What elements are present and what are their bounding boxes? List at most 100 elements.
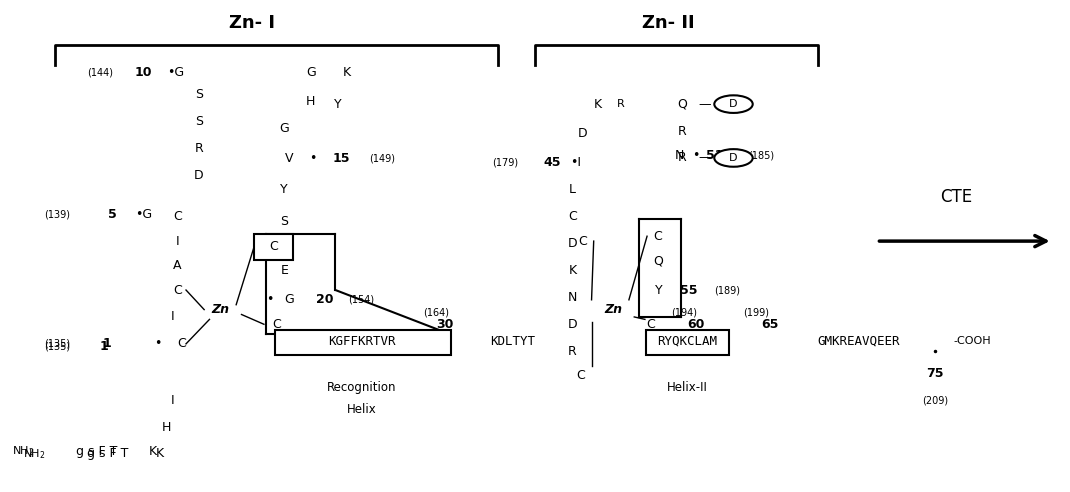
Text: (135): (135)	[44, 339, 71, 349]
Text: 75: 75	[927, 367, 944, 380]
Text: N: N	[568, 291, 577, 304]
Text: K: K	[342, 66, 351, 79]
Text: KGFFKRTVR: KGFFKRTVR	[328, 335, 396, 348]
Text: (185): (185)	[748, 151, 775, 160]
Text: C: C	[173, 210, 182, 223]
Text: NH$_2$: NH$_2$	[12, 445, 34, 459]
Text: C: C	[579, 235, 587, 247]
FancyBboxPatch shape	[255, 234, 293, 260]
Text: (189): (189)	[715, 285, 740, 295]
Text: 51: 51	[706, 149, 723, 162]
Text: (135): (135)	[44, 341, 71, 351]
Text: D: D	[730, 153, 737, 163]
Text: •G: •G	[167, 66, 184, 79]
Text: 1: 1	[100, 340, 108, 353]
Text: Y: Y	[334, 97, 341, 111]
Text: R: R	[678, 124, 687, 138]
Text: D: D	[567, 237, 577, 250]
Text: Q: Q	[653, 254, 662, 267]
Text: H: H	[163, 421, 171, 433]
Text: C: C	[577, 369, 585, 382]
Text: NH$_2$: NH$_2$	[22, 447, 45, 461]
Text: R: R	[195, 142, 203, 154]
Text: G: G	[306, 66, 316, 79]
Text: (209): (209)	[922, 395, 948, 405]
Text: -COOH: -COOH	[953, 337, 991, 346]
Text: 10: 10	[135, 66, 152, 79]
Text: R: R	[568, 345, 577, 358]
Text: Zn- II: Zn- II	[642, 14, 694, 32]
Text: GMKREAVQEER: GMKREAVQEER	[817, 335, 900, 348]
Text: C: C	[270, 240, 278, 252]
Text: (199): (199)	[743, 307, 769, 317]
Text: E: E	[280, 264, 288, 277]
Text: 45: 45	[544, 156, 561, 169]
Text: Q: Q	[677, 97, 687, 111]
Text: Zn: Zn	[603, 303, 622, 316]
Text: 5: 5	[108, 208, 117, 221]
Text: Helix: Helix	[348, 403, 377, 416]
Circle shape	[715, 149, 752, 167]
Text: •: •	[154, 338, 162, 350]
Text: I: I	[170, 394, 174, 406]
Text: L: L	[569, 183, 576, 196]
Text: K: K	[568, 264, 577, 277]
Text: C: C	[646, 318, 655, 331]
Text: 20: 20	[317, 293, 334, 307]
Text: 65: 65	[761, 318, 779, 331]
Text: 1: 1	[103, 338, 111, 350]
Text: KDLTYT: KDLTYT	[490, 335, 535, 348]
Text: 60: 60	[688, 318, 705, 331]
Text: D: D	[578, 127, 587, 140]
Text: •I: •I	[570, 156, 581, 169]
Text: (154): (154)	[348, 295, 374, 305]
Text: D: D	[730, 99, 737, 109]
Circle shape	[715, 95, 752, 113]
Text: —: —	[699, 97, 710, 111]
Text: K: K	[156, 447, 165, 461]
Text: CTE: CTE	[941, 188, 973, 206]
Text: •: •	[692, 149, 700, 162]
Text: V: V	[286, 153, 294, 165]
Text: 15: 15	[332, 153, 350, 165]
Text: S: S	[280, 215, 288, 228]
Text: C: C	[173, 283, 182, 297]
Text: (179): (179)	[492, 158, 519, 168]
Text: C: C	[178, 338, 186, 350]
Text: D: D	[567, 318, 577, 331]
Text: S: S	[195, 115, 203, 128]
Text: C: C	[568, 210, 577, 223]
Text: (139): (139)	[44, 209, 70, 219]
FancyBboxPatch shape	[275, 330, 450, 355]
Text: Helix-II: Helix-II	[668, 381, 708, 395]
Text: •: •	[266, 293, 274, 307]
Text: R: R	[678, 152, 687, 164]
Text: •G: •G	[135, 208, 152, 221]
Text: K: K	[149, 445, 157, 458]
Text: Zn: Zn	[211, 303, 229, 316]
Text: S: S	[195, 88, 203, 101]
Text: I: I	[170, 310, 174, 323]
Text: RYQKCLAM: RYQKCLAM	[658, 335, 718, 348]
Text: N: N	[674, 149, 684, 162]
Text: K: K	[594, 97, 601, 111]
Text: RYQKCLAM: RYQKCLAM	[658, 335, 718, 348]
Text: C: C	[273, 318, 281, 331]
Text: H: H	[306, 95, 316, 108]
Text: —: —	[699, 152, 710, 164]
Text: 55: 55	[681, 283, 698, 297]
Text: 30: 30	[435, 318, 453, 331]
Text: g s F T: g s F T	[76, 445, 118, 458]
Text: Y: Y	[280, 183, 288, 196]
Text: Y: Y	[655, 283, 662, 297]
Text: •: •	[309, 153, 317, 165]
Text: D: D	[194, 169, 203, 182]
Text: A: A	[173, 259, 182, 272]
Text: C: C	[270, 240, 278, 252]
Text: R: R	[617, 99, 625, 109]
Text: Zn- I: Zn- I	[229, 14, 275, 32]
Text: I: I	[175, 235, 180, 247]
Text: Recognition: Recognition	[327, 381, 397, 395]
Text: KGFFKRTVR: KGFFKRTVR	[328, 335, 396, 348]
Text: (164): (164)	[423, 307, 449, 317]
